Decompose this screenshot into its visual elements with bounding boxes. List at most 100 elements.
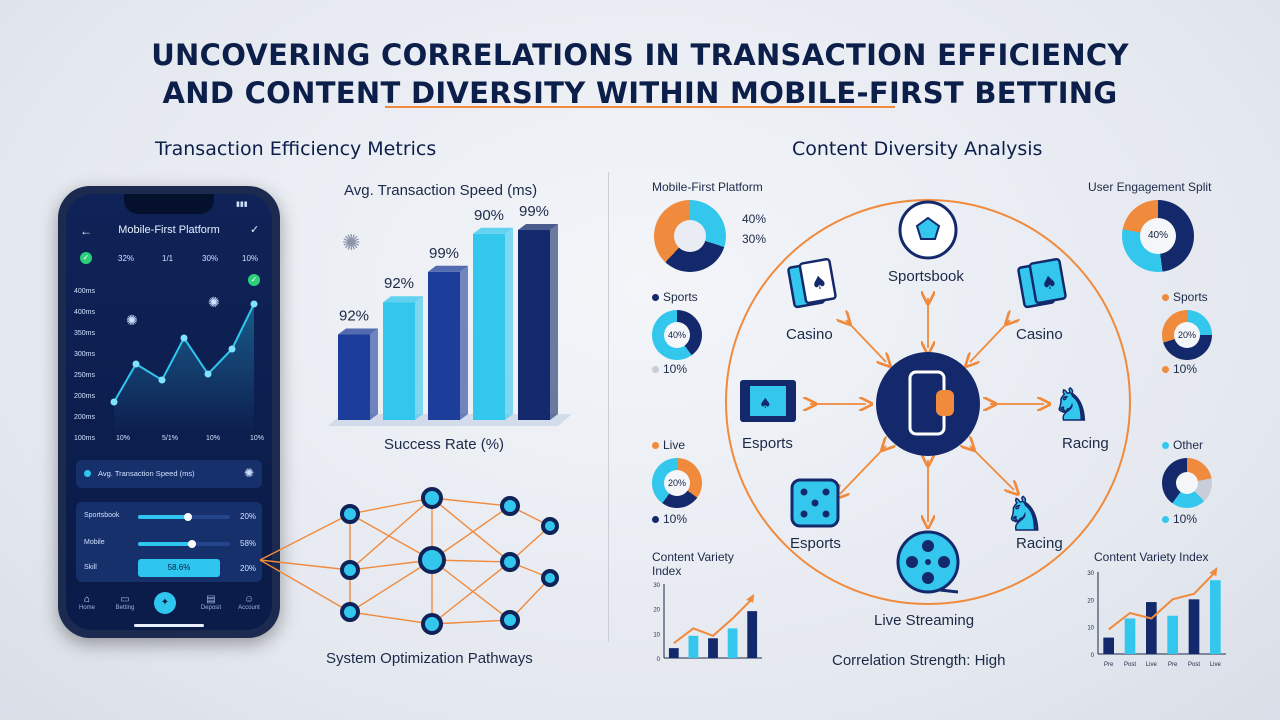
variety-tick: 20 [1087, 598, 1094, 604]
cards-icon: ♠ [1017, 257, 1067, 309]
variety-tick: 30 [653, 583, 660, 589]
bar-chart: 92% 92% 99% 90% 99% [328, 203, 572, 426]
horse-icon: ♞ [1004, 487, 1045, 541]
variety-bar [668, 648, 679, 658]
cards-icon: ♠ [787, 257, 837, 309]
live-legend-left: Live [652, 438, 685, 452]
svg-text:♠: ♠ [809, 272, 829, 295]
bar-data-label: 99% [519, 203, 549, 220]
hub-diagram: ♠ ♠ ♠ ♞ ♞ [725, 199, 1131, 605]
wallet-icon: ▤ [206, 594, 216, 605]
line-point [250, 300, 258, 308]
platform-donut-label: 30% [742, 232, 767, 246]
variety-chart-left: 30 20 10 0 [653, 583, 762, 663]
engagement-donut: 40% [1122, 200, 1194, 272]
slider-knob[interactable] [188, 540, 196, 548]
y-tick: 400ms [74, 309, 96, 316]
variety-bar [1124, 618, 1136, 654]
line-point [132, 360, 140, 368]
user-icon: ☺ [243, 594, 255, 605]
optimization-network [259, 487, 559, 635]
nav-deposit[interactable]: ▤ Deposit [196, 594, 226, 611]
bar-side [505, 227, 513, 420]
row-label: Sportsbook [84, 512, 120, 519]
other-bottom-right: 10% [1162, 512, 1197, 526]
svg-text:♠: ♠ [759, 396, 772, 412]
page-title: UNCOVERING CORRELATIONS IN TRANSACTION E… [151, 38, 1129, 110]
hub-label-casino-right: Casino [1016, 326, 1063, 343]
hub-label-esports-bottom: Esports [790, 535, 841, 552]
y-tick: 400ms [74, 288, 96, 295]
variety-title-left: Content Variety Index [652, 550, 734, 578]
platform-widget-title: Mobile-First Platform [652, 180, 763, 194]
variety-xtick: Post [1124, 662, 1136, 668]
bar [473, 233, 505, 420]
live-bottom-left: 10% [652, 512, 687, 526]
phone-line-chart [110, 300, 258, 434]
engagement-title: User Engagement Split [1088, 180, 1212, 194]
live-donut-left: 20% [652, 458, 702, 508]
other-donut-right [1162, 458, 1212, 508]
variety-xtick: Pre [1104, 662, 1114, 668]
network-node [421, 487, 443, 509]
other-legend-right: Other [1162, 438, 1203, 452]
mobile-slider[interactable] [138, 540, 230, 548]
bar-data-label: 92% [384, 275, 414, 292]
bar-top [428, 265, 468, 272]
nav-account[interactable]: ☺ Account [234, 594, 264, 611]
platform-donut-label: 40% [742, 212, 767, 226]
variety-trend-line [673, 598, 753, 644]
variety-bar [727, 628, 738, 658]
nav-home[interactable]: ⌂ Home [72, 594, 102, 611]
row-label: Skill [84, 564, 97, 571]
back-arrow-icon[interactable]: ← [80, 224, 92, 238]
speed-card[interactable]: Avg. Transaction Speed (ms) ✺ [76, 460, 262, 488]
variety-chart-right: 30 20 10 0 Pre Post Live Pre Post Live [1087, 567, 1226, 668]
speed-label: Avg. Transaction Speed (ms) [98, 469, 195, 478]
film-icon: ♠ [740, 380, 796, 422]
home-icon: ⌂ [83, 594, 91, 605]
bar-chart-xlabel: Success Rate (%) [384, 436, 505, 453]
slider-knob[interactable] [184, 513, 192, 521]
nav-betting[interactable]: ▭ Betting [110, 594, 140, 611]
loading-spinner-icon: ✺ [342, 230, 361, 255]
variety-title-right: Content Variety Index [1094, 550, 1209, 564]
bar [338, 334, 370, 420]
hub-label-sportsbook: Sportsbook [888, 268, 964, 285]
variety-trend-line [1108, 571, 1217, 631]
variety-xtick: Pre [1168, 662, 1178, 668]
row-value: 20% [240, 512, 257, 521]
dice-icon [790, 478, 840, 528]
check-circle-icon[interactable]: ✓ [250, 224, 260, 236]
variety-bar [1188, 599, 1200, 654]
loading-spinner-icon: ✺ [208, 294, 220, 310]
bar [383, 302, 415, 420]
line-point [180, 334, 188, 342]
sports-donut-left: 40% [652, 310, 702, 360]
bar-top [518, 224, 558, 230]
row-value: 20% [240, 564, 257, 573]
horse-icon: ♞ [1052, 380, 1091, 431]
bar-side [370, 328, 378, 420]
y-tick: 350ms [74, 330, 96, 337]
network-node [418, 546, 446, 574]
skill-pill[interactable]: 58.6% [138, 559, 220, 577]
hub-label-casino-left: Casino [786, 326, 833, 343]
ticket-icon: ▭ [120, 594, 130, 605]
svg-text:♠: ♠ [1039, 272, 1059, 295]
network-node [340, 504, 360, 524]
phone-header-title: Mobile-First Platform [118, 224, 220, 236]
bar-data-label: 99% [429, 245, 459, 262]
left-section-heading: Transaction Efficiency Metrics [155, 138, 437, 160]
nav-bet-button[interactable]: ✦ [154, 592, 176, 614]
hub-ring [725, 199, 1131, 605]
status-check-icon: ✓ [80, 252, 92, 264]
sportsbook-slider[interactable] [138, 513, 230, 521]
y-tick: 100ms [74, 435, 96, 442]
network-node [500, 552, 520, 572]
hub-label-esports-left: Esports [742, 435, 793, 452]
trend-arrow-icon [1209, 567, 1218, 576]
bet-icon: ✦ [160, 597, 170, 608]
bar-data-label: 90% [474, 207, 504, 224]
correlation-strength: Correlation Strength: High [832, 652, 1006, 669]
